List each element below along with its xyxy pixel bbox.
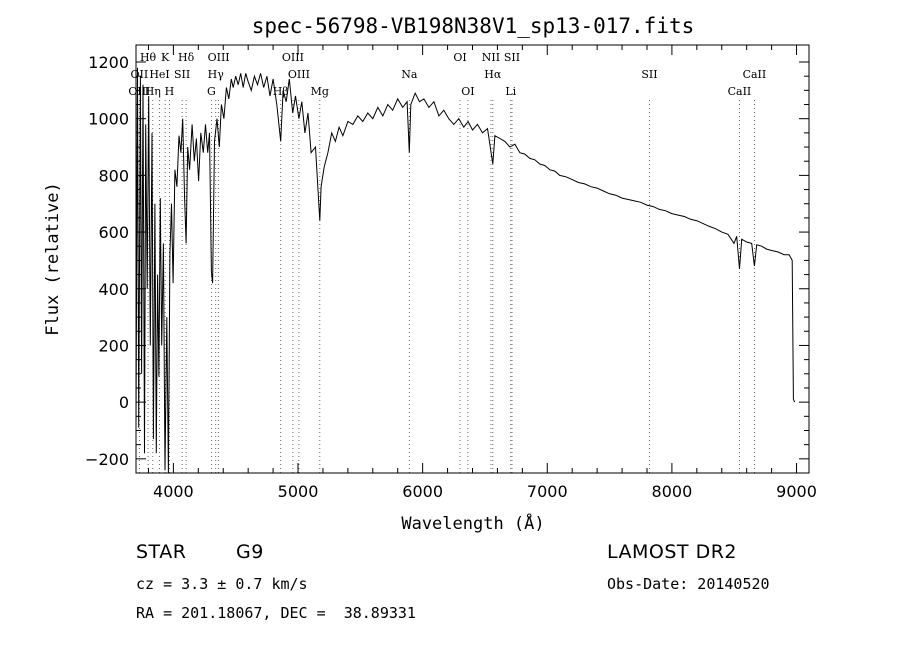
spectral-line-markers xyxy=(138,100,755,473)
spectral-line-label: Na xyxy=(401,68,418,81)
x-tick-label: 8000 xyxy=(652,482,693,501)
spectral-line-label: OI xyxy=(461,85,474,98)
x-tick-label: 4000 xyxy=(153,482,194,501)
spectral-line-label: Mg xyxy=(311,85,329,98)
object-subclass: G9 xyxy=(236,541,264,563)
x-tick-label: 6000 xyxy=(402,482,443,501)
y-tick-label: 200 xyxy=(98,336,129,355)
y-axis-label: Flux (relative) xyxy=(43,182,63,336)
spectral-line-label: OIII xyxy=(128,85,150,98)
x-axis-label: Wavelength (Å) xyxy=(401,512,544,534)
spectral-line-label: NII xyxy=(482,51,500,64)
chart-title: spec-56798-VB198N38V1_sp13-017.fits xyxy=(252,14,695,38)
spectral-line-label: OI xyxy=(453,51,466,64)
x-tick-label: 9000 xyxy=(776,482,817,501)
spectral-line-label: K xyxy=(161,51,170,64)
spectral-line-label: OIII xyxy=(208,51,230,64)
object-class: STAR xyxy=(136,541,187,563)
spectral-line-label: G xyxy=(207,85,216,98)
y-tick-label: 400 xyxy=(98,280,129,299)
spectral-line-label: CaII xyxy=(728,85,752,98)
spectral-line-label: Hη xyxy=(145,85,161,98)
spectral-line-label: SII xyxy=(174,68,190,81)
y-tick-label: 0 xyxy=(119,393,129,412)
spectral-line-label: Hα xyxy=(484,68,502,81)
spectral-line-label: Hθ xyxy=(140,51,157,64)
spectral-line-label: OII xyxy=(131,68,149,81)
x-axis-ticks: 4000 5000 6000 7000 8000 9000 xyxy=(147,45,817,501)
y-tick-label: −200 xyxy=(85,450,129,469)
spectral-line-labels: Hθ K Hδ OIII OIII OI NII SII OII HeI SII Hγ OIII Na Hα… xyxy=(128,51,766,98)
coordinates: RA = 201.18067, DEC = 38.89331 xyxy=(136,604,416,622)
spectral-line-label: OIII xyxy=(282,51,304,64)
y-tick-label: 1000 xyxy=(88,110,129,129)
spectral-line-label: SII xyxy=(641,68,657,81)
spectrum-line xyxy=(135,67,796,474)
survey-name: LAMOST DR2 xyxy=(607,541,737,563)
y-tick-label: 600 xyxy=(98,223,129,242)
spectrum-chart: spec-56798-VB198N38V1_sp13-017.fits Hθ K H… xyxy=(43,14,817,534)
redshift-cz: cz = 3.3 ± 0.7 km/s xyxy=(136,575,308,593)
y-tick-label: 800 xyxy=(98,166,129,185)
observation-date: Obs-Date: 20140520 xyxy=(607,575,770,593)
plot-frame xyxy=(135,44,810,474)
y-tick-label: 1200 xyxy=(88,53,129,72)
x-tick-label: 7000 xyxy=(527,482,568,501)
spectral-line-label: H xyxy=(165,85,175,98)
spectral-line-label: Hγ xyxy=(208,68,225,81)
x-tick-label: 5000 xyxy=(278,482,319,501)
spectral-line-label: SII xyxy=(504,51,520,64)
y-axis-ticks: −200 0 200 400 600 800 1000 1200 xyxy=(85,53,809,469)
spectral-line-label: HeI xyxy=(149,68,169,81)
spectral-line-label: CaII xyxy=(743,68,767,81)
spectral-line-label: Hδ xyxy=(178,51,195,64)
spectral-line-label: Li xyxy=(505,85,516,98)
spectral-line-label: OIII xyxy=(288,68,310,81)
